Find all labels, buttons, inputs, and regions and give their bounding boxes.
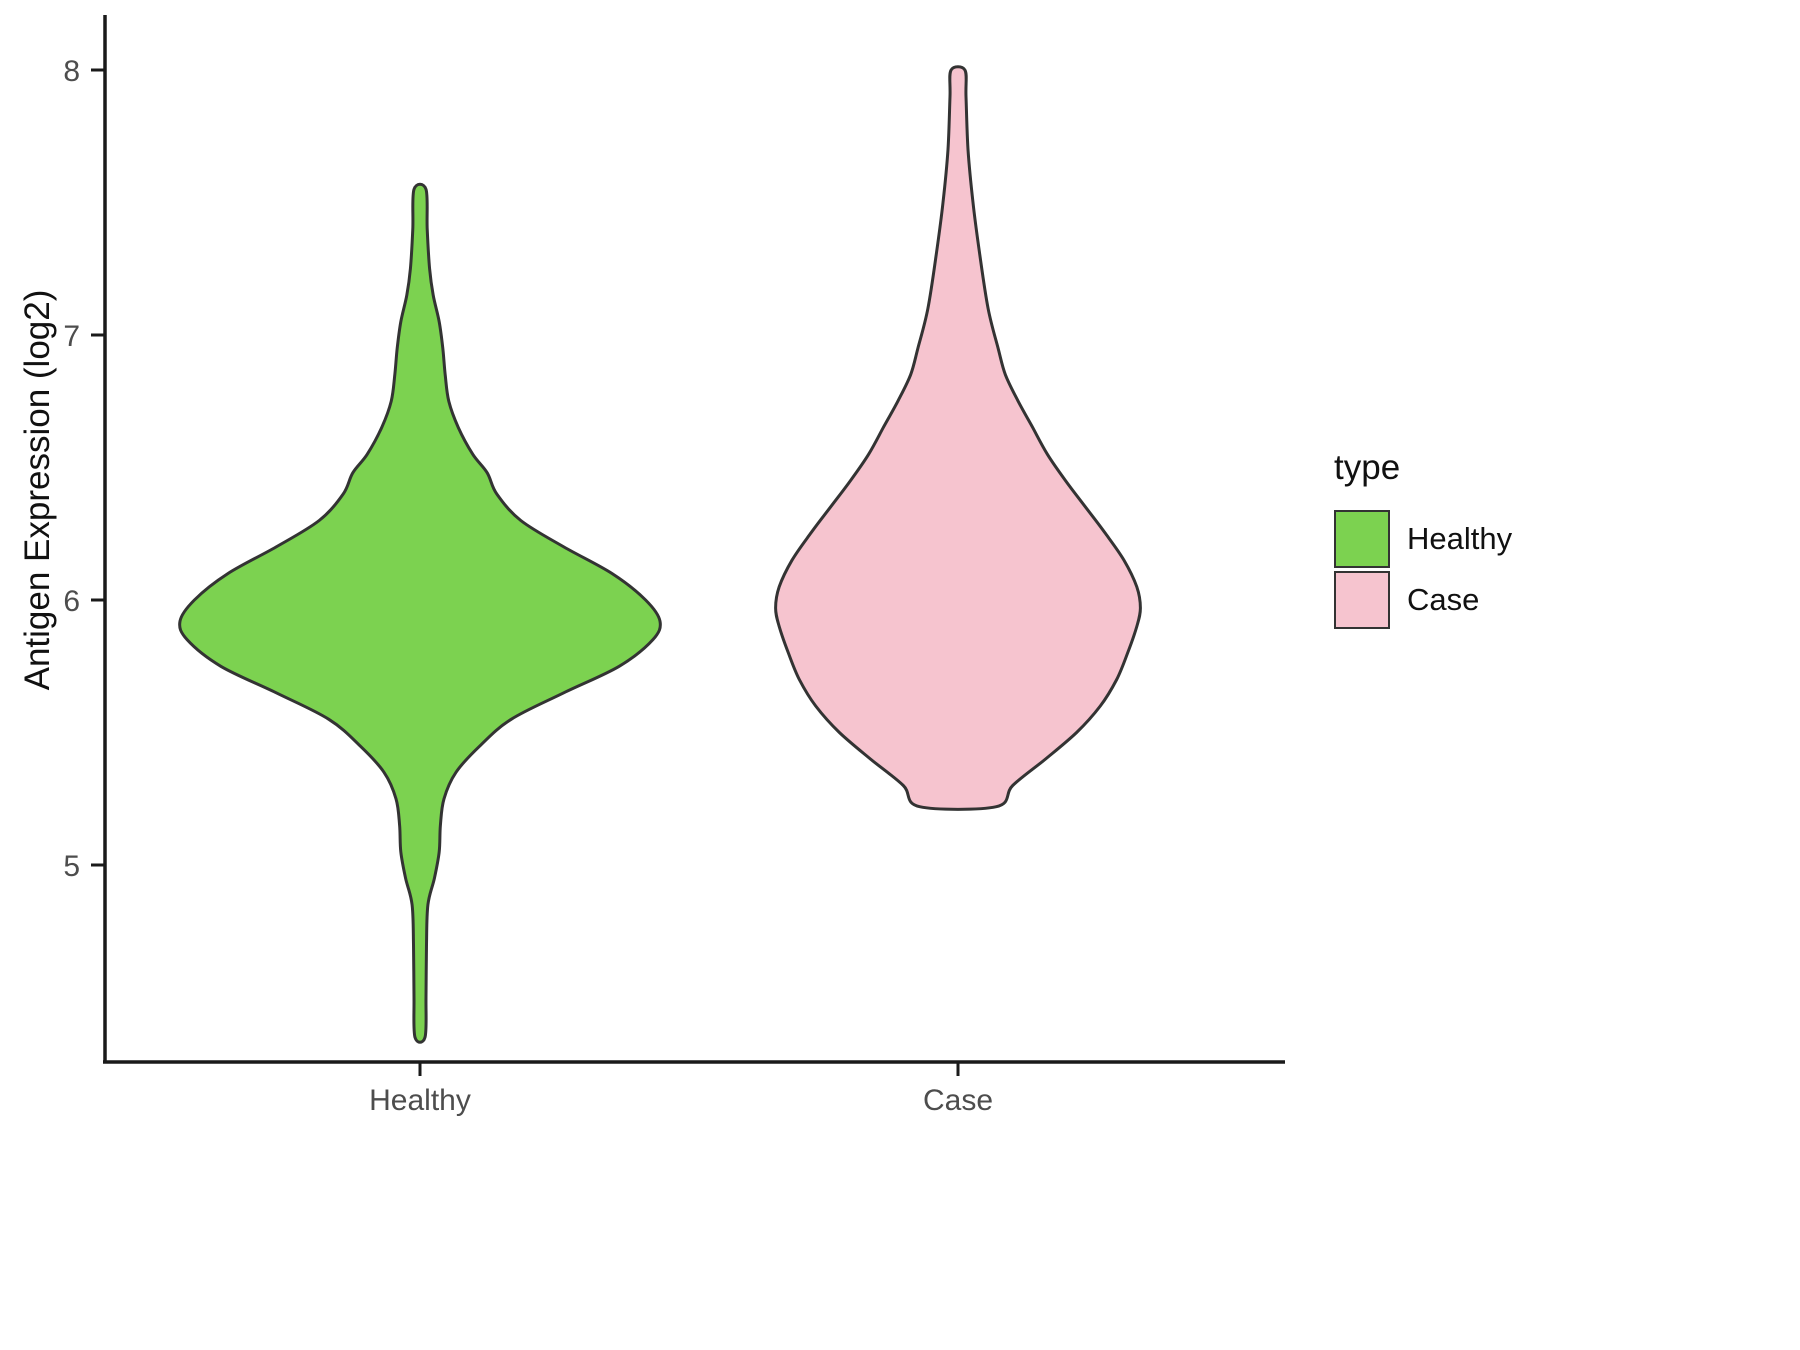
legend: type Healthy Case <box>1334 448 1512 632</box>
y-axis-title: Antigen Expression (log2) <box>18 289 57 691</box>
y-tick-label: 6 <box>63 585 80 618</box>
legend-label-case: Case <box>1407 582 1480 617</box>
legend-key-healthy-swatch <box>1334 510 1390 568</box>
y-tick-label: 8 <box>63 55 80 88</box>
legend-item-healthy: Healthy <box>1334 510 1512 568</box>
legend-title: type <box>1334 448 1401 487</box>
y-tick-label: 5 <box>63 850 80 883</box>
x-tick-label-healthy: Healthy <box>369 1084 471 1117</box>
x-tick-label-case: Case <box>923 1084 993 1117</box>
legend-label-healthy: Healthy <box>1407 521 1513 556</box>
legend-key-case-swatch <box>1334 571 1390 629</box>
y-tick-label: 7 <box>63 320 80 353</box>
violin-healthy <box>178 182 662 1044</box>
legend-item-case: Case <box>1334 571 1512 629</box>
violin-case <box>774 65 1142 811</box>
